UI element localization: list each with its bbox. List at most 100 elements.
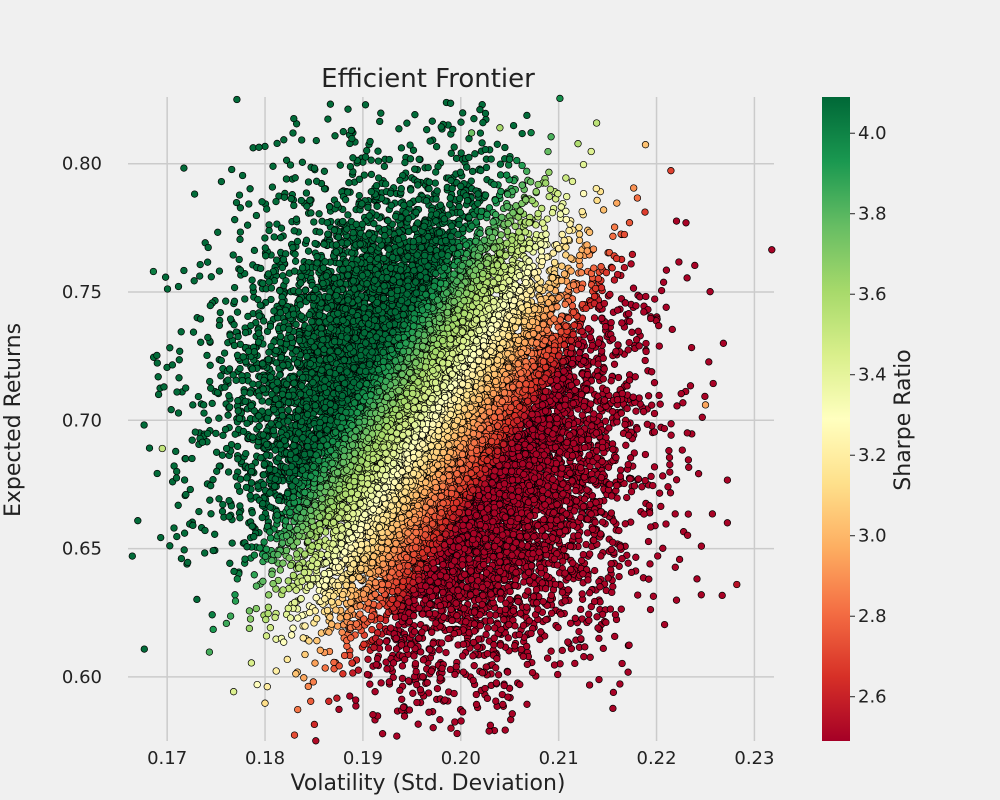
scatter-point (459, 109, 467, 117)
scatter-point (313, 615, 321, 623)
scatter-point (496, 171, 505, 179)
scatter-point (196, 260, 204, 269)
scatter-point (374, 157, 383, 165)
scatter-point (625, 219, 634, 227)
scatter-point (641, 141, 650, 149)
scatter-point (468, 167, 477, 176)
scatter-point (644, 537, 653, 546)
scatter-point (180, 476, 189, 484)
scatter-point (431, 179, 439, 187)
scatter-point (220, 349, 229, 357)
scatter-point (666, 489, 675, 497)
scatter-point (245, 607, 254, 615)
scatter-point (470, 115, 478, 123)
scatter-point (291, 174, 299, 182)
scatter-point (334, 622, 342, 630)
scatter-point (575, 223, 583, 232)
scatter-point (544, 147, 552, 156)
scatter-point (697, 591, 705, 599)
scatter-point (293, 237, 302, 246)
scatter-point (233, 308, 242, 316)
scatter-point (236, 228, 245, 236)
scatter-point (231, 591, 239, 599)
scatter-point (507, 716, 515, 724)
scatter-point (166, 344, 174, 352)
scatter-point (665, 447, 673, 455)
scatter-point (484, 624, 492, 632)
scatter-point (282, 175, 291, 183)
scatter-point (339, 128, 347, 136)
scatter-point (287, 631, 296, 639)
scatter-point (599, 206, 608, 214)
scatter-point (679, 399, 687, 407)
scatter-point (547, 647, 555, 655)
scatter-point (398, 674, 407, 683)
scatter-point (215, 495, 223, 503)
scatter-point (666, 460, 674, 469)
scatter-point (250, 246, 259, 255)
scatter-point (231, 216, 239, 224)
scatter-point (684, 510, 692, 518)
scatter-point (659, 278, 668, 286)
scatter-point (203, 258, 212, 266)
scatter-point (400, 712, 409, 720)
scatter-point (166, 542, 174, 550)
chart-title: Efficient Frontier (321, 64, 535, 94)
scatter-point (628, 250, 637, 259)
scatter-point (208, 399, 216, 408)
scatter-point (170, 524, 178, 532)
scatter-points (128, 94, 776, 745)
scatter-point (395, 125, 403, 133)
scatter-point (509, 121, 518, 130)
scatter-point (248, 276, 256, 284)
scatter-point (629, 284, 638, 292)
scatter-point (172, 474, 181, 482)
scatter-point (662, 266, 671, 274)
scatter-point (263, 683, 271, 691)
scatter-point (289, 624, 297, 632)
scatter-point (128, 552, 136, 560)
scatter-point (175, 374, 183, 382)
scatter-point (216, 308, 224, 317)
scatter-point (219, 500, 227, 509)
scatter-point (610, 360, 619, 368)
scatter-point (590, 314, 599, 322)
scatter-point (547, 609, 556, 617)
scatter-point (492, 697, 500, 705)
scatter-point (219, 431, 227, 440)
scatter-point (432, 143, 441, 151)
scatter-point (617, 466, 625, 474)
scatter-point (214, 228, 222, 236)
scatter-point (436, 716, 444, 724)
scatter-point (655, 391, 663, 400)
scatter-point (246, 492, 254, 500)
scatter-point (326, 100, 335, 108)
scatter-point (336, 161, 344, 169)
scatter-point (451, 718, 459, 726)
scatter-point (610, 223, 619, 231)
scatter-point (215, 414, 223, 422)
scatter-point (182, 384, 190, 392)
scatter-point (243, 221, 252, 229)
scatter-point (163, 285, 172, 293)
scatter-point (154, 373, 162, 381)
scatter-point (675, 555, 684, 564)
scatter-point (265, 591, 273, 599)
scatter-point (161, 273, 170, 281)
scatter-point (614, 373, 623, 382)
scatter-point (433, 684, 442, 693)
scatter-point (393, 732, 401, 740)
scatter-point (671, 563, 679, 571)
scatter-point (355, 191, 363, 200)
scatter-point (706, 288, 714, 296)
scatter-point (352, 702, 360, 710)
scatter-point (650, 379, 659, 387)
scatter-point (648, 401, 656, 409)
scatter-point (708, 510, 717, 518)
scatter-point (701, 392, 709, 401)
scatter-point (585, 681, 594, 689)
scatter-point (259, 577, 267, 585)
scatter-point (723, 476, 732, 484)
scatter-point (558, 262, 566, 270)
